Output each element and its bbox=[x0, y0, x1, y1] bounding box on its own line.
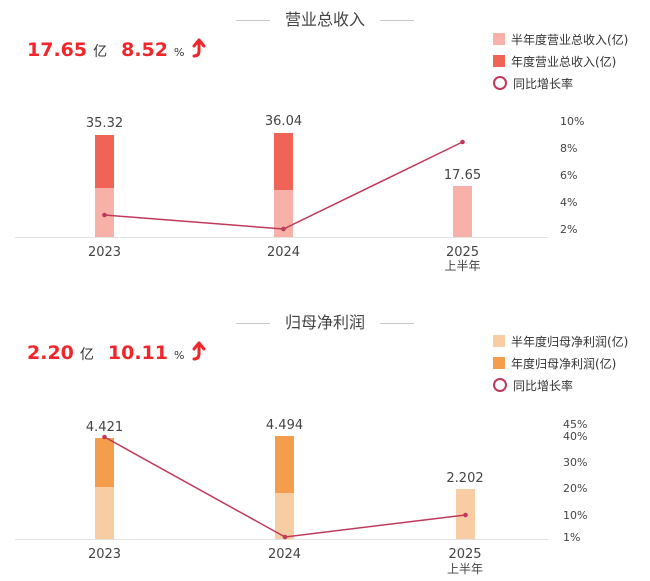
x-tick-label: 2023 bbox=[88, 547, 121, 562]
y-right-tick: 10% bbox=[563, 509, 587, 522]
title-divider-right bbox=[380, 323, 415, 324]
bar-value-label: 17.65 bbox=[444, 168, 481, 183]
legend-swatch-light-orange bbox=[493, 335, 505, 347]
y-right-tick: 20% bbox=[563, 482, 587, 495]
revenue-kpi: 17.65 亿 8.52% bbox=[27, 38, 206, 62]
y-right-tick: 30% bbox=[563, 456, 587, 469]
profit-kpi-unit: 亿 bbox=[79, 347, 94, 363]
legend-label: 年度营业总收入(亿) bbox=[511, 54, 617, 69]
x-tick-label: 2024 bbox=[268, 547, 301, 562]
y-right-tick: 45% bbox=[563, 418, 587, 431]
legend-item-half-year-revenue[interactable]: 半年度营业总收入(亿) bbox=[493, 28, 628, 50]
legend-label: 同比增长率 bbox=[513, 76, 574, 91]
legend-label: 年度归母净利润(亿) bbox=[511, 356, 617, 371]
circle-icon bbox=[493, 76, 507, 90]
bar-2023-annual[interactable] bbox=[95, 438, 114, 487]
growth-point[interactable] bbox=[281, 226, 286, 232]
up-arrow-icon bbox=[192, 38, 206, 62]
bar-2024-annual[interactable] bbox=[275, 436, 294, 493]
circle-icon bbox=[493, 378, 507, 392]
x-tick-label: 2023 bbox=[88, 245, 121, 260]
bar-value-label: 4.421 bbox=[86, 420, 123, 435]
revenue-legend: 半年度营业总收入(亿) 年度营业总收入(亿) 同比增长率 bbox=[493, 28, 628, 94]
bar-value-label: 36.04 bbox=[265, 114, 302, 129]
profit-chart-title: 归母净利润 bbox=[284, 313, 365, 332]
profit-kpi: 2.20 亿 10.11% bbox=[27, 341, 206, 365]
legend-label: 同比增长率 bbox=[513, 378, 574, 393]
bar-2023-annual[interactable] bbox=[95, 135, 114, 188]
x-tick-label: 2025 bbox=[446, 245, 479, 260]
growth-point[interactable] bbox=[460, 139, 465, 145]
revenue-chart-title: 营业总收入 bbox=[284, 10, 365, 29]
title-divider-right bbox=[380, 20, 415, 21]
growth-point[interactable] bbox=[282, 534, 288, 540]
y-right-tick: 2% bbox=[560, 223, 577, 236]
y-right-tick: 1% bbox=[563, 531, 580, 544]
revenue-kpi-growth: 8.52 bbox=[121, 39, 168, 61]
y-right-tick: 6% bbox=[560, 169, 577, 182]
legend-swatch-light-red bbox=[493, 33, 505, 45]
y-right-tick: 40% bbox=[563, 430, 587, 443]
revenue-kpi-growth-unit: % bbox=[174, 46, 185, 59]
profit-kpi-growth-unit: % bbox=[174, 349, 185, 362]
bar-2023-half[interactable] bbox=[95, 487, 114, 539]
y-right-tick: 4% bbox=[560, 196, 577, 209]
legend-swatch-orange bbox=[493, 357, 505, 369]
bar-value-label: 35.32 bbox=[86, 116, 123, 131]
growth-point[interactable] bbox=[102, 434, 107, 440]
legend-item-growth-rate[interactable]: 同比增长率 bbox=[493, 374, 628, 396]
y-right-tick: 10% bbox=[560, 115, 584, 128]
x-tick-sublabel: 上半年 bbox=[444, 259, 480, 273]
profit-title-row: 归母净利润 bbox=[0, 309, 650, 333]
bar-2025-half[interactable] bbox=[453, 186, 472, 237]
bar-value-label: 4.494 bbox=[266, 418, 303, 433]
profit-legend: 半年度归母净利润(亿) 年度归母净利润(亿) 同比增长率 bbox=[493, 330, 628, 396]
profit-kpi-value: 2.20 bbox=[27, 342, 74, 364]
title-divider-left bbox=[235, 20, 270, 21]
title-divider-left bbox=[235, 323, 270, 324]
bar-2024-half[interactable] bbox=[274, 190, 293, 237]
legend-item-annual-profit[interactable]: 年度归母净利润(亿) bbox=[493, 352, 628, 374]
y-right-tick: 8% bbox=[560, 142, 577, 155]
revenue-kpi-value: 17.65 bbox=[27, 39, 88, 61]
legend-label: 半年度归母净利润(亿) bbox=[511, 334, 629, 349]
growth-line bbox=[104, 436, 466, 538]
legend-item-annual-revenue[interactable]: 年度营业总收入(亿) bbox=[493, 50, 628, 72]
revenue-kpi-unit: 亿 bbox=[93, 44, 108, 60]
legend-item-growth-rate[interactable]: 同比增长率 bbox=[493, 72, 628, 94]
legend-label: 半年度营业总收入(亿) bbox=[511, 32, 629, 47]
bar-2025-half[interactable] bbox=[456, 489, 475, 539]
bar-2024-annual[interactable] bbox=[274, 133, 293, 190]
bar-value-label: 2.202 bbox=[446, 471, 483, 486]
legend-swatch-red bbox=[493, 55, 505, 67]
bar-2024-half[interactable] bbox=[275, 493, 294, 539]
up-arrow-icon bbox=[192, 341, 206, 365]
growth-point[interactable] bbox=[463, 512, 468, 518]
revenue-title-row: 营业总收入 bbox=[0, 6, 650, 30]
revenue-chart: 35.32 36.04 17.65 2023 2024 2025 上半年 10%… bbox=[15, 114, 584, 273]
profit-kpi-growth: 10.11 bbox=[107, 342, 168, 364]
growth-point[interactable] bbox=[102, 212, 107, 218]
x-tick-label: 2024 bbox=[267, 245, 300, 260]
x-tick-label: 2025 bbox=[448, 547, 481, 562]
legend-item-half-year-profit[interactable]: 半年度归母净利润(亿) bbox=[493, 330, 628, 352]
bar-2023-half[interactable] bbox=[95, 188, 114, 237]
x-tick-sublabel: 上半年 bbox=[447, 562, 483, 576]
